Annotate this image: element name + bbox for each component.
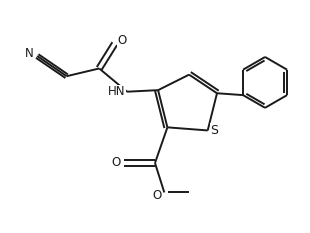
Text: N: N [25, 47, 33, 60]
Text: O: O [152, 189, 161, 202]
Text: S: S [210, 124, 219, 137]
Text: HN: HN [108, 85, 126, 98]
Text: O: O [118, 34, 127, 47]
Text: O: O [111, 157, 120, 169]
